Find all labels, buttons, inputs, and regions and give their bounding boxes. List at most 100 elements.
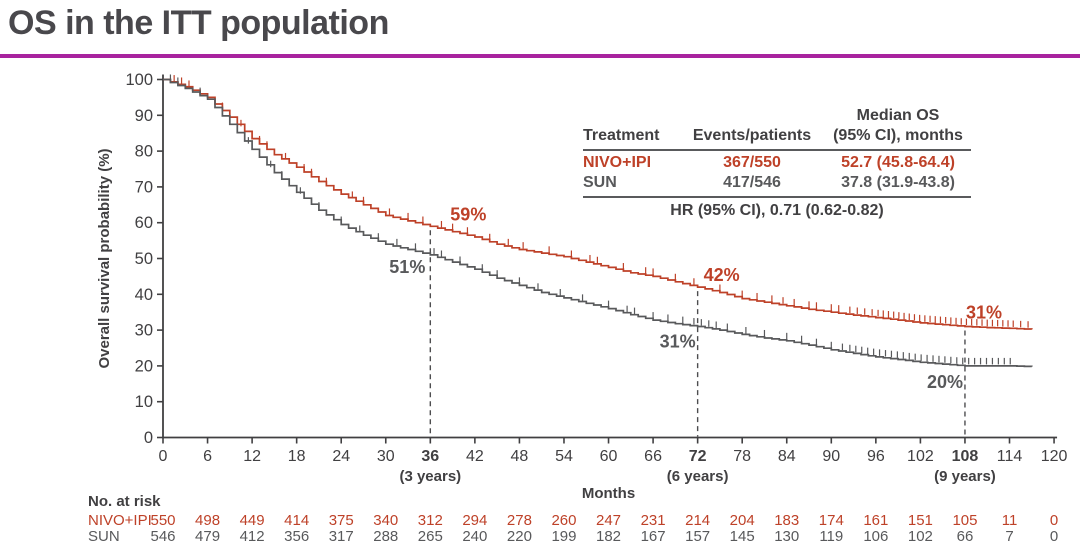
x-tick-label: 120	[1041, 448, 1068, 465]
y-tick-label: 70	[135, 178, 153, 196]
x-tick-label: 48	[511, 448, 529, 465]
km-curve-SUN	[163, 78, 1033, 368]
at-risk-value: 204	[729, 512, 755, 529]
title-accent-rule	[0, 54, 1080, 58]
at-risk-value: 414	[284, 512, 310, 529]
at-risk-value: 231	[640, 512, 666, 529]
at-risk-value: 498	[195, 512, 221, 529]
stats-header-median-line2: (95% CI), months	[833, 127, 963, 145]
stats-row-sun-events: 417/546	[723, 174, 781, 192]
at-risk-value: 199	[551, 528, 577, 545]
at-risk-value: 214	[685, 512, 711, 529]
at-risk-values-sun: 546 479 412 356 317 288 265 240 220 199 182 167 157 1…	[0, 528, 1080, 545]
y-tick-label: 0	[144, 429, 153, 447]
landmark-percent-label: 20%	[927, 372, 963, 392]
stats-header-median: Median OS (95% CI), months	[825, 106, 971, 147]
page-title: OS in the ITT population	[8, 4, 389, 42]
x-tick-label: 66	[644, 448, 662, 465]
at-risk-value: 130	[774, 528, 800, 545]
y-tick-label: 100	[125, 71, 153, 89]
x-tick-label: 54	[555, 448, 573, 465]
at-risk-value: 182	[596, 528, 622, 545]
landmark-percent-label: 51%	[389, 257, 425, 277]
at-risk-value: 105	[952, 512, 978, 529]
stats-table: Treatment Events/patients Median OS (95%…	[583, 106, 971, 221]
at-risk-value: 479	[195, 528, 221, 545]
at-risk-value: 247	[596, 512, 622, 529]
at-risk-value: 375	[328, 512, 354, 529]
at-risk-value: 356	[284, 528, 310, 545]
at-risk-value: 240	[462, 528, 488, 545]
x-tick-sublabel: (6 years)	[667, 468, 729, 485]
at-risk-value: 0	[1049, 512, 1059, 529]
x-tick-label: 24	[332, 448, 350, 465]
at-risk-value: 102	[907, 528, 933, 545]
landmark-percent-label: 31%	[660, 332, 696, 352]
stats-header-median-line1: Median OS	[856, 107, 940, 124]
at-risk-value: 288	[373, 528, 399, 545]
hazard-ratio-text: HR (95% CI), 0.71 (0.62-0.82)	[670, 201, 884, 219]
at-risk-value: 317	[328, 528, 354, 545]
y-axis-title: Overall survival probability (%)	[96, 148, 113, 368]
stats-row-nivo-median: 52.7 (45.8-64.4)	[841, 153, 955, 171]
at-risk-value: 220	[506, 528, 532, 545]
at-risk-value: 546	[150, 528, 176, 545]
landmark-percent-label: 31%	[966, 303, 1002, 323]
at-risk-value: 7	[1005, 528, 1014, 545]
x-tick-label: 0	[159, 448, 168, 465]
x-tick-label: 84	[778, 448, 796, 465]
at-risk-value: 265	[417, 528, 443, 545]
y-tick-label: 40	[135, 286, 153, 304]
landmark-percent-label: 59%	[450, 204, 486, 224]
at-risk-row-sun: SUN 546 479 412 356 317 288 265 240 220 199 182 167…	[0, 528, 1080, 545]
stats-table-divider-top	[583, 148, 971, 151]
at-risk-value: 0	[1049, 528, 1059, 545]
at-risk-value: 340	[373, 512, 399, 529]
at-risk-value: 312	[417, 512, 443, 529]
y-tick-label: 80	[135, 143, 153, 161]
at-risk-value: 157	[685, 528, 711, 545]
at-risk-value: 183	[774, 512, 800, 529]
at-risk-row-nivo: NIVO+IPI 550 498 449 414 375 340 312 294 278 260 2…	[0, 512, 1080, 529]
stats-table-divider-bottom	[583, 195, 971, 198]
stats-row-nivo-treatment: NIVO+IPI	[583, 153, 652, 171]
x-tick-label: 78	[733, 448, 751, 465]
y-tick-label: 60	[135, 214, 153, 232]
at-risk-value: 66	[956, 528, 974, 545]
stats-row-sun-median: 37.8 (31.9-43.8)	[841, 174, 955, 192]
y-tick-label: 50	[135, 250, 153, 268]
at-risk-value: 161	[863, 512, 889, 529]
x-tick-label: 90	[822, 448, 840, 465]
x-tick-label: 60	[600, 448, 618, 465]
x-tick-label: 12	[243, 448, 261, 465]
at-risk-row-name: NIVO+IPI	[88, 512, 152, 529]
at-risk-label: No. at risk	[88, 493, 161, 510]
x-tick-label: 108	[952, 448, 979, 465]
y-tick-label: 90	[135, 107, 153, 125]
stats-row-sun-treatment: SUN	[583, 174, 617, 192]
stats-row-nivo-events: 367/550	[723, 153, 781, 171]
at-risk-value: 11	[1001, 512, 1018, 529]
x-tick-label: 72	[689, 448, 707, 465]
at-risk-value: 260	[551, 512, 577, 529]
at-risk-value: 174	[818, 512, 844, 529]
at-risk-value: 106	[863, 528, 889, 545]
at-risk-value: 294	[462, 512, 488, 529]
y-tick-label: 30	[135, 322, 153, 340]
at-risk-value: 145	[729, 528, 755, 545]
at-risk-value: 119	[819, 528, 844, 545]
x-tick-label: 96	[867, 448, 885, 465]
x-tick-label: 114	[997, 448, 1023, 465]
stats-header-events: Events/patients	[692, 127, 812, 145]
at-risk-value: 167	[640, 528, 666, 545]
at-risk-value: 151	[907, 512, 933, 529]
stats-header-treatment: Treatment	[583, 127, 660, 145]
at-risk-value: 412	[239, 528, 265, 545]
x-tick-label: 6	[203, 448, 212, 465]
x-axis-title: Months	[582, 485, 635, 502]
at-risk-value: 449	[239, 512, 265, 529]
y-tick-label: 20	[135, 357, 153, 375]
x-tick-label: 36	[421, 448, 439, 465]
